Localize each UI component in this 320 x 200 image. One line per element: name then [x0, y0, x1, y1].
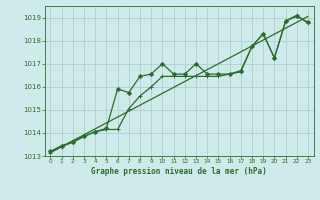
X-axis label: Graphe pression niveau de la mer (hPa): Graphe pression niveau de la mer (hPa): [91, 167, 267, 176]
